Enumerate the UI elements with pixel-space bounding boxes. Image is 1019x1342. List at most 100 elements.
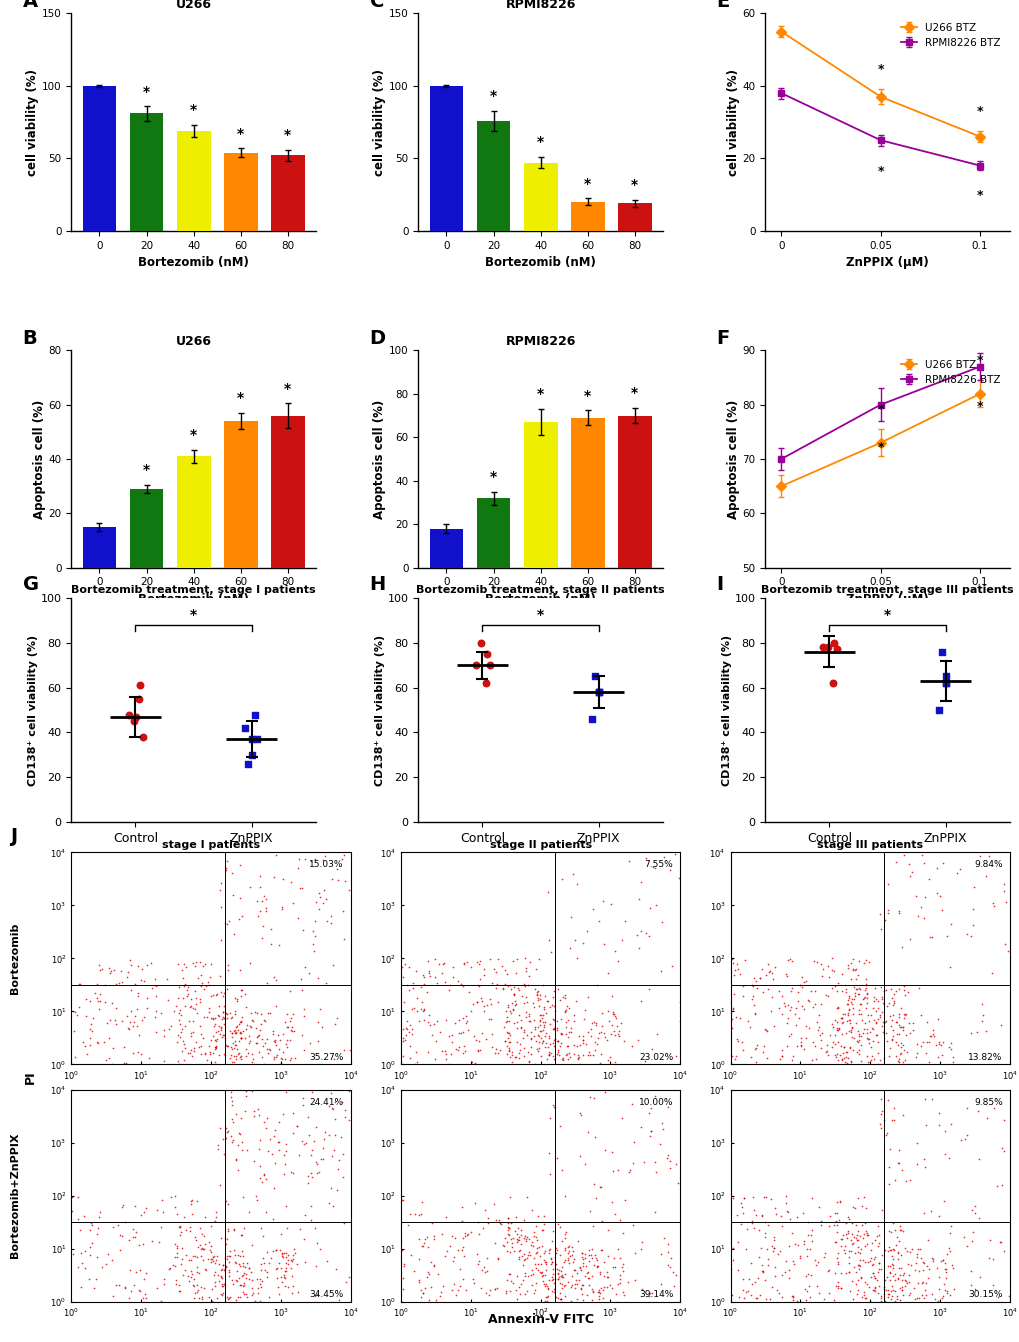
Point [65, 1243, 82, 1264]
Point [172, 1280, 189, 1302]
Point [313, 1149, 329, 1170]
Point [301, 1123, 317, 1145]
Point [459, 1011, 475, 1032]
Point [174, 988, 191, 1009]
Point [757, 1288, 773, 1310]
Point [250, 906, 266, 927]
Point [522, 1244, 538, 1266]
Point [839, 1220, 855, 1241]
Point [324, 1098, 340, 1119]
Point [177, 996, 194, 1017]
Point [532, 985, 548, 1006]
Point [562, 1017, 579, 1039]
Point [186, 1245, 203, 1267]
Point [120, 1019, 137, 1040]
Point [579, 1121, 595, 1142]
Point [549, 1268, 566, 1290]
Point [569, 1048, 585, 1070]
Point [500, 1023, 517, 1044]
Point [82, 1019, 98, 1040]
Point [233, 1021, 250, 1043]
Point [526, 996, 542, 1017]
Point [173, 960, 190, 981]
Point [284, 1002, 301, 1024]
Point [895, 1052, 911, 1074]
Point [179, 982, 196, 1004]
Point [240, 1268, 257, 1290]
Point [168, 1270, 184, 1291]
Point [562, 1021, 579, 1043]
Point [226, 988, 243, 1009]
Point [177, 1037, 194, 1059]
Point [843, 1025, 859, 1047]
Text: *: * [883, 608, 891, 623]
Point [755, 1186, 771, 1208]
Point [106, 960, 122, 981]
Point [827, 1045, 844, 1067]
Point [184, 1275, 201, 1296]
Point [567, 1270, 583, 1291]
Point [264, 1020, 280, 1041]
Point [490, 1209, 506, 1231]
Point [104, 1249, 120, 1271]
Point [913, 1259, 929, 1280]
Point [173, 1021, 190, 1043]
Point [774, 993, 791, 1015]
Text: *: * [976, 189, 982, 203]
Point [116, 1052, 132, 1074]
Point [252, 876, 268, 898]
Point [540, 1241, 556, 1263]
Point [924, 1251, 941, 1272]
Point [207, 984, 223, 1005]
Point [966, 1202, 982, 1224]
Point [271, 935, 287, 957]
Point [270, 1131, 286, 1153]
Point [870, 1252, 887, 1274]
Point [646, 1201, 662, 1223]
Point [465, 1025, 481, 1047]
Point [899, 981, 915, 1002]
Point [169, 1024, 185, 1045]
Point [412, 1286, 428, 1307]
Point [237, 1283, 254, 1304]
Point [590, 1288, 606, 1310]
Point [659, 1096, 676, 1118]
Point [240, 1257, 257, 1279]
Point [598, 1261, 614, 1283]
Point [995, 1139, 1011, 1161]
Point [270, 1139, 286, 1161]
Point [224, 1111, 240, 1133]
Point [561, 1276, 578, 1298]
Point [836, 974, 852, 996]
Point [129, 998, 146, 1020]
Point [215, 1275, 231, 1296]
Point [902, 1253, 918, 1275]
Point [64, 1186, 81, 1208]
Point [930, 1114, 947, 1135]
Point [511, 1227, 527, 1248]
Point [500, 1217, 517, 1239]
Point [279, 1253, 296, 1275]
Point [202, 1239, 218, 1260]
Point [827, 1275, 844, 1296]
Point [956, 1129, 972, 1150]
Point [974, 1004, 990, 1025]
Point [908, 1033, 924, 1055]
Point [227, 1021, 244, 1043]
Point [608, 1015, 625, 1036]
Point [420, 1041, 436, 1063]
Point [602, 1023, 619, 1044]
Point [909, 1239, 925, 1260]
Point [257, 1032, 273, 1053]
Bar [476, 498, 510, 568]
Point [511, 1248, 527, 1270]
Point [69, 1186, 86, 1208]
Point [193, 1276, 209, 1298]
Point [285, 1102, 302, 1123]
Point [478, 643, 494, 664]
Point [131, 675, 148, 696]
Point [609, 1274, 626, 1295]
Point [782, 998, 798, 1020]
Point [454, 1268, 471, 1290]
Point [560, 1021, 577, 1043]
